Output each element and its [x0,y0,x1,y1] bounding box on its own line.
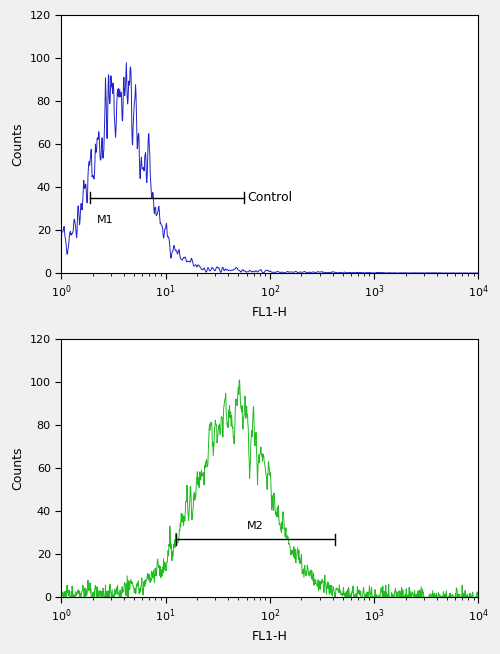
Text: M1: M1 [96,215,114,225]
Text: M2: M2 [247,521,264,530]
X-axis label: FL1-H: FL1-H [252,305,288,318]
Y-axis label: Counts: Counts [11,447,24,490]
X-axis label: FL1-H: FL1-H [252,630,288,643]
Text: Control: Control [248,192,292,204]
Y-axis label: Counts: Counts [11,122,24,166]
